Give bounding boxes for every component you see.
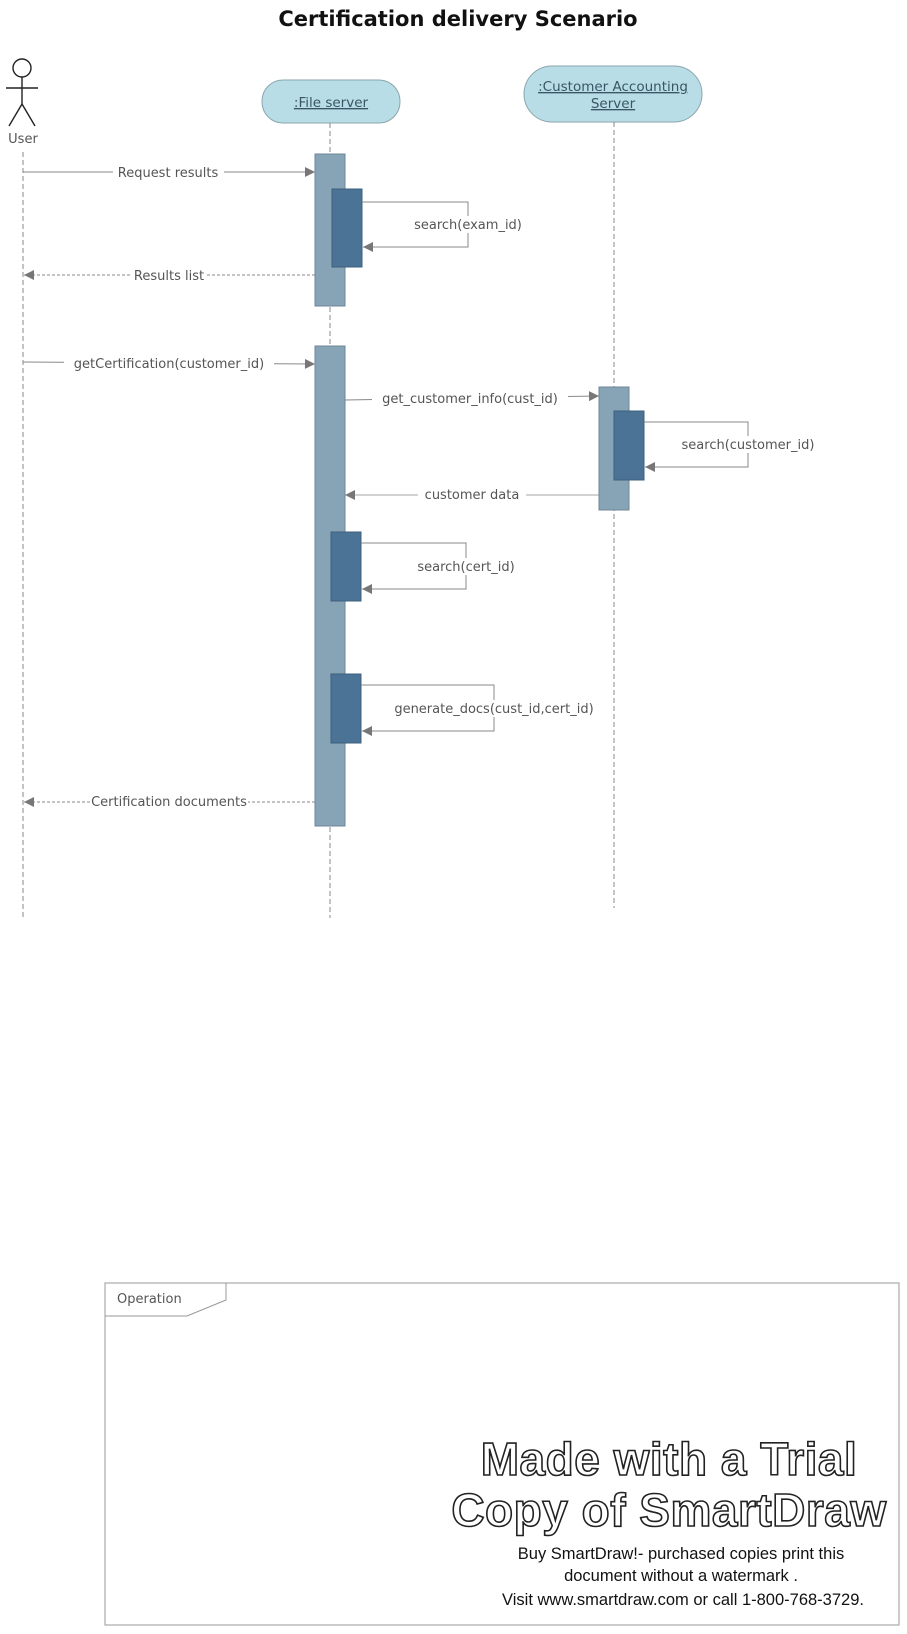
watermark-note2: document without a watermark . bbox=[564, 1567, 798, 1585]
participant-label-line1: :Customer Accounting bbox=[538, 79, 688, 95]
message-label: Request results bbox=[118, 166, 219, 181]
message-label: search(customer_id) bbox=[682, 438, 815, 453]
nested-activation-bar bbox=[331, 188, 363, 268]
message-label: Results list bbox=[134, 269, 204, 284]
watermark-note3: Visit www.smartdraw.com or call 1-800-76… bbox=[502, 1591, 864, 1609]
nested-activation-bar bbox=[330, 673, 362, 744]
participant-customer-accounting-server: :Customer Accounting Server bbox=[523, 65, 703, 123]
message-label: customer data bbox=[425, 488, 520, 503]
actor-label: User bbox=[8, 132, 38, 147]
watermark-line2: Copy of SmartDraw bbox=[451, 1484, 886, 1536]
operation-frame-label: Operation bbox=[117, 1292, 182, 1307]
diagram-title: Certification delivery Scenario bbox=[278, 7, 637, 31]
message-get-certification: getCertification(customer_id) bbox=[22, 354, 316, 372]
participant-label-line2: Server bbox=[591, 96, 636, 112]
nested-activation-bar bbox=[613, 410, 645, 481]
trial-watermark: Made with a Trial Copy of SmartDraw Buy … bbox=[451, 1432, 887, 1609]
message-search-exam-id: search(exam_id) bbox=[362, 201, 526, 252]
nested-activation-bar bbox=[330, 531, 362, 602]
message-results-list: Results list bbox=[24, 266, 315, 284]
message-customer-data: customer data bbox=[345, 486, 599, 503]
message-get-customer-info: get_customer_info(cust_id) bbox=[344, 390, 600, 407]
operation-frame: Operation bbox=[104, 1282, 900, 1626]
message-label: search(cert_id) bbox=[417, 560, 514, 575]
watermark-line1: Made with a Trial bbox=[481, 1433, 858, 1485]
message-request-results: Request results bbox=[23, 163, 315, 181]
user-actor-icon bbox=[6, 58, 38, 127]
participant-label: :File server bbox=[294, 95, 369, 111]
watermark-note1: Buy SmartDraw!- purchased copies print t… bbox=[518, 1545, 844, 1563]
message-label: search(exam_id) bbox=[414, 218, 522, 233]
message-label: Certification documents bbox=[91, 795, 247, 810]
message-search-customer-id: search(customer_id) bbox=[644, 421, 820, 472]
message-label: generate_docs(cust_id,cert_id) bbox=[394, 702, 593, 717]
message-label: getCertification(customer_id) bbox=[74, 357, 264, 372]
participant-file-server: :File server bbox=[261, 79, 401, 124]
message-search-cert-id: search(cert_id) bbox=[361, 542, 518, 594]
message-generate-docs: generate_docs(cust_id,cert_id) bbox=[361, 684, 598, 736]
message-certification-documents: Certification documents bbox=[24, 793, 315, 810]
message-label: get_customer_info(cust_id) bbox=[382, 392, 558, 407]
